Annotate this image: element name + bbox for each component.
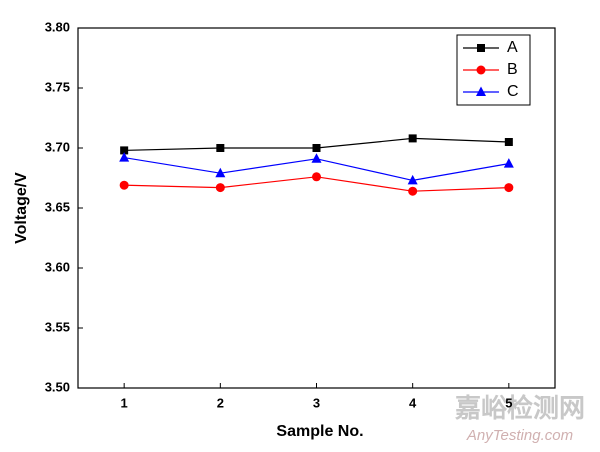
x-tick-label: 2 — [217, 395, 224, 410]
data-point — [120, 146, 129, 155]
x-tick-label: 3 — [313, 395, 320, 410]
y-tick-label: 3.65 — [45, 199, 70, 214]
x-axis-label: Sample No. — [276, 423, 363, 440]
y-tick-label: 3.50 — [45, 379, 70, 394]
legend-label: B — [507, 61, 518, 78]
legend-label: A — [507, 39, 518, 56]
data-point — [503, 158, 514, 168]
legend-label: C — [507, 83, 519, 100]
data-point — [408, 134, 417, 143]
y-tick-label: 3.80 — [45, 19, 70, 34]
watermark-url: AnyTesting.com — [466, 427, 573, 444]
x-tick-label: 4 — [409, 395, 417, 410]
data-point — [504, 138, 513, 146]
watermark-title: 嘉峪检测网 — [455, 393, 585, 423]
data-point — [312, 144, 321, 152]
data-point — [504, 183, 514, 193]
data-point — [408, 186, 418, 196]
data-point — [311, 153, 322, 163]
data-point — [216, 144, 225, 152]
data-point — [407, 174, 418, 185]
x-tick-label: 1 — [121, 395, 128, 410]
y-tick-label: 3.75 — [45, 79, 70, 94]
legend-marker — [476, 86, 486, 96]
x-tick-label: 5 — [505, 395, 512, 410]
data-point — [215, 183, 225, 193]
y-tick-label: 3.70 — [45, 139, 70, 154]
data-point — [312, 172, 321, 182]
data-point — [119, 180, 129, 190]
data-point — [215, 167, 226, 178]
y-axis-label: Voltage/V — [13, 172, 30, 244]
legend-marker — [476, 65, 486, 75]
legend-marker — [477, 44, 485, 52]
y-tick-label: 3.55 — [45, 319, 70, 334]
data-point — [119, 152, 130, 162]
y-tick-label: 3.60 — [45, 259, 70, 274]
